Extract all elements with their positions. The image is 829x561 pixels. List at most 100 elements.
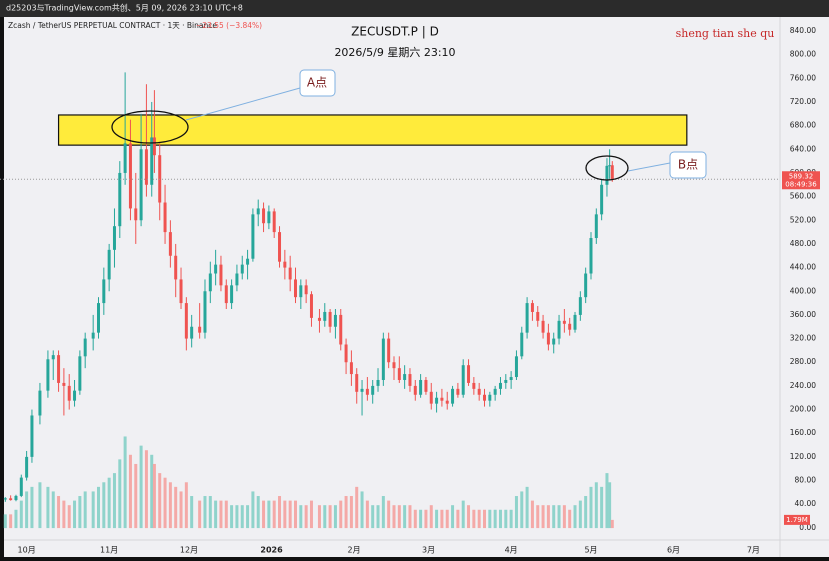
candle-body: [578, 297, 582, 315]
candle-body: [403, 374, 407, 380]
candle-body: [552, 338, 556, 345]
candle-body: [62, 382, 66, 386]
candle-body: [57, 355, 61, 383]
volume-bar: [451, 505, 455, 529]
y-tick-label: 280.00: [790, 357, 816, 366]
candle-body: [163, 202, 167, 233]
ellipse: [585, 155, 629, 181]
y-tick-label: 680.00: [790, 121, 816, 130]
volume-bar: [429, 505, 433, 529]
volume-bar: [91, 491, 95, 529]
volume-bar: [408, 505, 412, 529]
candle-body: [224, 285, 228, 304]
y-tick-label: 120.00: [790, 452, 816, 461]
volume-bar: [304, 505, 308, 529]
candle-body: [456, 388, 460, 395]
volume-bar: [376, 505, 380, 529]
candle-body: [123, 143, 127, 173]
candle-body: [14, 495, 18, 501]
volume-bar: [174, 486, 178, 529]
candle-body: [483, 394, 487, 401]
candle-body: [594, 214, 598, 239]
candle-body: [317, 317, 321, 321]
y-tick-label: 720.00: [790, 97, 816, 106]
candle-body: [498, 382, 502, 389]
candle-body: [467, 365, 471, 383]
volume-bar: [62, 500, 66, 529]
volume-bar: [557, 505, 561, 529]
volume-bar: [25, 491, 29, 529]
volume-bar: [128, 454, 132, 529]
volume-bar: [144, 450, 148, 529]
candle-body: [190, 326, 194, 339]
candle-body: [605, 165, 609, 185]
candle-body: [230, 285, 234, 304]
y-tick-label: 200.00: [790, 405, 816, 414]
volume-bar: [51, 491, 55, 529]
volume-bar: [107, 477, 111, 529]
volume-bar: [584, 496, 588, 529]
candle-body: [344, 344, 348, 363]
volume-bar: [589, 486, 593, 529]
candle-body: [112, 226, 116, 250]
volume-bar: [520, 491, 524, 529]
volume-bar: [349, 496, 353, 529]
ellipse: [111, 110, 189, 144]
candle-body: [198, 326, 202, 333]
candle-body: [461, 365, 465, 395]
candle-body: [102, 279, 106, 304]
volume-bar: [30, 486, 34, 529]
volume-bar: [360, 491, 364, 529]
symbol-info: Zcash / TetherUS PERPETUAL CONTRACT · 1天…: [8, 21, 217, 30]
y-tick-label: 240.00: [790, 381, 816, 390]
volume-bar: [46, 486, 50, 529]
volume-bar: [73, 500, 77, 529]
volume-bar: [158, 473, 162, 529]
volume-bar: [467, 505, 471, 529]
x-tick-label: 4月: [505, 546, 518, 555]
volume-bar: [608, 482, 612, 529]
candle-body: [267, 211, 271, 224]
chart-subtitle: 2026/5/9 星期六 23:10: [334, 46, 455, 59]
volume-bar: [461, 500, 465, 529]
volume-bar: [272, 500, 276, 529]
candle-body: [78, 356, 82, 391]
y-tick-label: 80.00: [795, 476, 817, 485]
volume-bar: [355, 486, 359, 529]
volume-bar: [67, 505, 71, 529]
candle-body: [435, 397, 439, 404]
candle-body: [381, 338, 385, 380]
candle-body: [91, 332, 95, 339]
candle-body: [584, 273, 588, 298]
volume-label: 1.79M: [786, 516, 808, 524]
volume-bar: [344, 496, 348, 529]
volume-bar: [397, 505, 401, 529]
volume-bar: [525, 486, 529, 529]
candle-body: [488, 394, 492, 401]
volume-bar: [562, 505, 566, 529]
volume-bar: [256, 496, 260, 529]
candle-body: [152, 137, 156, 156]
candle-body: [536, 311, 540, 321]
candle-body: [134, 208, 138, 221]
volume-bar: [568, 509, 572, 529]
candle-body: [328, 311, 332, 327]
callout-line: [185, 87, 301, 121]
y-tick-label: 640.00: [790, 144, 816, 153]
candle-body: [38, 390, 42, 416]
volume-bar: [78, 496, 82, 529]
volume-bar: [168, 482, 172, 529]
candle-body: [246, 258, 250, 265]
volume-bar: [219, 500, 223, 529]
candle-body: [429, 391, 433, 404]
volume-bar: [278, 496, 282, 529]
volume-bar: [240, 505, 244, 529]
volume-bar: [150, 454, 154, 529]
volume-bar: [163, 477, 167, 529]
candle-body: [608, 165, 612, 167]
volume-bar: [317, 505, 321, 529]
candle-body: [397, 368, 401, 380]
candle-body: [19, 477, 23, 496]
volume-bar: [179, 491, 183, 529]
